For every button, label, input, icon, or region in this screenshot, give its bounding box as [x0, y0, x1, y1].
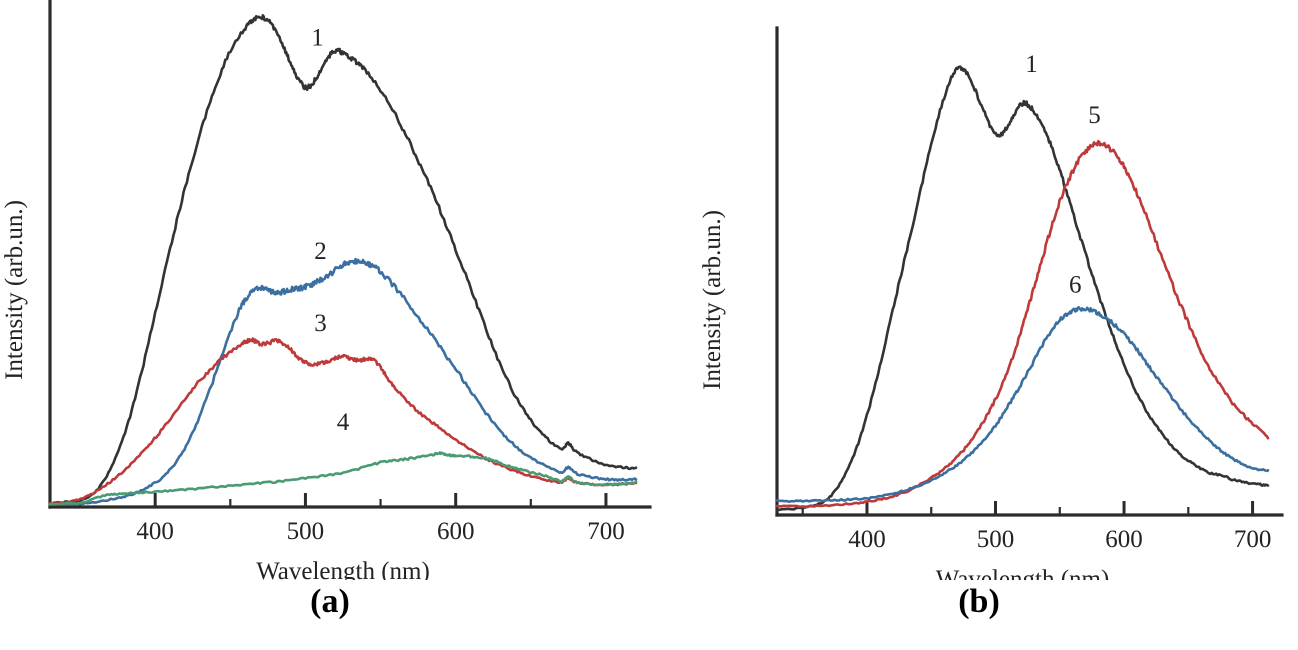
y-axis-title: Intensity (arb.un.): [1, 200, 28, 380]
axes: [775, 26, 1284, 517]
spectra-plot-a: 400 500 600 700 Wavelength (nm) Intensity (ar…: [1, 0, 652, 580]
curve-label-2: 2: [314, 238, 327, 265]
spectrum-curve-3: [48, 337, 638, 505]
spectra-plot-b: 400 500 600 700 Wavelength (nm) Intensity (ar…: [699, 26, 1284, 580]
x-tick-label: 400: [136, 518, 174, 545]
x-axis-ticks: 400 500 600 700: [801, 501, 1272, 553]
axes: [48, 0, 652, 509]
panel-b: 400 500 600 700 Wavelength (nm) Intensity (ar…: [660, 0, 1298, 650]
x-tick-label: 700: [587, 518, 625, 545]
curve-label-1: 1: [1025, 51, 1038, 78]
x-tick-label: 500: [977, 526, 1015, 553]
curve-labels: 1 5 6: [1025, 51, 1100, 298]
x-tick-label: 500: [287, 518, 325, 545]
curve-label-6: 6: [1069, 271, 1082, 298]
spectrum-curve-4: [48, 451, 638, 506]
x-tick-label: 700: [1234, 526, 1272, 553]
x-axis-title: Wavelength (nm): [256, 558, 430, 580]
x-tick-label: 400: [848, 526, 886, 553]
curve-label-5: 5: [1088, 102, 1101, 129]
curve-label-1: 1: [311, 25, 324, 52]
panel-a-caption: (a): [310, 583, 350, 620]
spectrum-curve-6: [775, 305, 1270, 504]
series-group: [48, 14, 638, 506]
spectrum-curve-1: [48, 14, 638, 505]
spectrum-curve-5: [775, 139, 1270, 509]
spectrum-curve-1: [775, 65, 1270, 512]
curve-label-3: 3: [314, 310, 327, 337]
curve-labels: 1 2 3 4: [311, 25, 350, 437]
spectrum-curve-2: [48, 257, 638, 506]
x-axis-title: Wavelength (nm): [936, 566, 1110, 580]
panel-a: 400 500 600 700 Wavelength (nm) Intensity (ar…: [1, 0, 652, 620]
series-group: [775, 65, 1270, 512]
curve-label-4: 4: [337, 409, 350, 436]
x-tick-label: 600: [437, 518, 475, 545]
x-tick-label: 600: [1105, 526, 1143, 553]
y-axis-title: Intensity (arb.un.): [699, 210, 726, 390]
panel-b-caption: (b): [958, 583, 1000, 620]
x-axis-ticks: 400 500 600 700: [78, 493, 625, 545]
